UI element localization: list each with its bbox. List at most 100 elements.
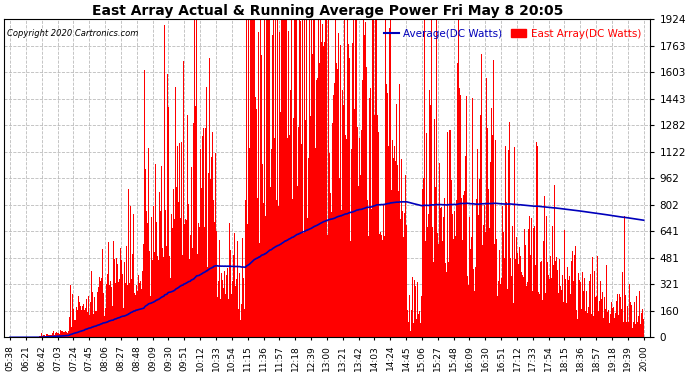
Bar [570,291,571,338]
Bar [636,296,637,338]
Bar [452,214,453,338]
Bar [559,204,560,338]
Bar [368,236,369,338]
Bar [505,146,506,338]
Bar [491,108,492,338]
Bar [617,294,618,338]
Bar [266,70,267,338]
Bar [338,33,339,338]
Bar [170,278,171,338]
Bar [141,289,142,338]
Bar [446,272,447,338]
Bar [175,87,176,338]
Bar [343,105,344,338]
Bar [184,224,185,338]
Bar [618,315,619,338]
Bar [573,281,574,338]
Bar [447,132,448,338]
Bar [470,291,471,338]
Bar [262,164,263,338]
Bar [276,200,277,338]
Bar [278,206,279,338]
Bar [314,20,315,338]
Bar [159,192,160,338]
Bar [531,218,532,338]
Bar [463,195,464,338]
Bar [413,323,414,338]
Bar [59,334,60,338]
Bar [135,188,136,338]
Bar [113,241,114,338]
Bar [166,246,167,338]
Bar [293,118,294,338]
Bar [462,240,463,338]
Bar [403,131,404,338]
Bar [318,20,319,338]
Bar [296,20,297,338]
Bar [127,255,128,338]
Bar [194,203,195,338]
Bar [369,98,370,338]
Bar [616,301,617,338]
Bar [51,334,52,338]
Bar [435,187,436,338]
Bar [449,130,450,338]
Bar [78,296,79,338]
Bar [415,286,416,338]
Bar [583,291,584,338]
Bar [562,275,563,338]
Bar [460,95,461,338]
Bar [183,238,184,338]
Bar [256,110,257,338]
Bar [420,322,421,338]
Bar [379,234,380,338]
Bar [499,251,500,338]
Bar [227,268,228,338]
Bar [620,317,621,338]
Bar [608,310,609,338]
Bar [55,333,56,338]
Bar [439,136,440,338]
Bar [633,318,635,338]
Bar [351,149,352,338]
Bar [172,228,173,338]
Bar [189,259,190,338]
Bar [173,189,174,338]
Bar [382,240,383,338]
Bar [588,307,589,338]
Bar [630,303,631,338]
Bar [483,225,484,338]
Bar [544,291,545,338]
Bar [611,298,613,338]
Bar [310,114,311,338]
Bar [83,304,84,338]
Bar [602,292,603,338]
Bar [110,292,111,338]
Bar [527,282,528,338]
Bar [190,20,191,338]
Legend: Average(DC Watts), East Array(DC Watts): Average(DC Watts), East Array(DC Watts) [380,24,645,43]
Bar [437,233,438,338]
Bar [354,109,355,338]
Bar [399,84,400,338]
Bar [270,187,271,338]
Bar [197,255,198,338]
Bar [98,287,99,338]
Bar [101,307,102,338]
Bar [90,316,91,338]
Bar [103,292,104,338]
Bar [533,252,534,338]
Bar [450,130,451,338]
Bar [356,20,357,338]
Bar [199,143,200,338]
Bar [315,148,316,338]
Bar [594,271,595,338]
Bar [97,292,98,338]
Bar [327,235,328,338]
Bar [552,226,553,338]
Bar [128,189,129,338]
Bar [459,100,460,338]
Bar [114,260,115,338]
Bar [604,297,605,338]
Bar [123,308,124,338]
